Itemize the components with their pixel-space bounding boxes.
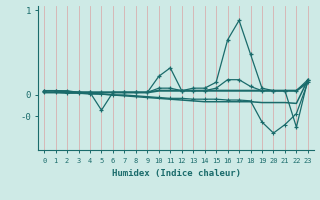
X-axis label: Humidex (Indice chaleur): Humidex (Indice chaleur)	[111, 169, 241, 178]
